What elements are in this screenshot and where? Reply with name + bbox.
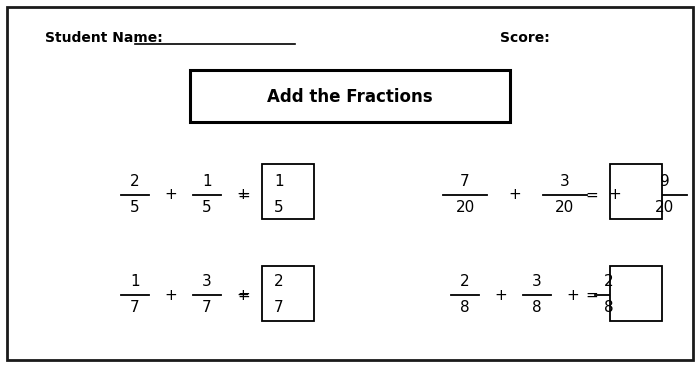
Text: +: +: [608, 188, 622, 203]
Text: 3: 3: [532, 275, 542, 290]
Text: =: =: [586, 287, 598, 302]
Text: Add the Fractions: Add the Fractions: [267, 88, 433, 106]
Text: Student Name:: Student Name:: [45, 31, 162, 45]
Text: 8: 8: [604, 301, 614, 316]
Text: 8: 8: [532, 301, 542, 316]
Text: 20: 20: [555, 200, 575, 215]
Text: 8: 8: [460, 301, 470, 316]
Text: +: +: [566, 287, 580, 302]
Text: +: +: [237, 188, 249, 203]
Text: +: +: [237, 287, 249, 302]
Bar: [610, 266, 662, 321]
Text: 1: 1: [274, 174, 284, 189]
Text: 1: 1: [202, 174, 212, 189]
Text: 20: 20: [456, 200, 475, 215]
Text: +: +: [495, 287, 508, 302]
Text: 2: 2: [130, 174, 140, 189]
Text: 2: 2: [274, 275, 284, 290]
Text: 7: 7: [130, 301, 140, 316]
Text: 7: 7: [460, 174, 470, 189]
Text: +: +: [509, 188, 522, 203]
Bar: [610, 164, 662, 219]
Text: 3: 3: [202, 275, 212, 290]
Text: 7: 7: [202, 301, 212, 316]
Bar: [190, 70, 510, 122]
Text: 5: 5: [202, 200, 212, 215]
Text: 9: 9: [660, 174, 670, 189]
Text: Score:: Score:: [500, 31, 550, 45]
Text: 2: 2: [460, 275, 470, 290]
Bar: [262, 266, 314, 321]
Text: =: =: [586, 188, 598, 203]
Text: 5: 5: [274, 200, 284, 215]
Text: =: =: [237, 188, 251, 203]
Text: 1: 1: [130, 275, 140, 290]
Text: 20: 20: [655, 200, 675, 215]
Text: 5: 5: [130, 200, 140, 215]
Text: 3: 3: [560, 174, 570, 189]
Text: +: +: [164, 287, 177, 302]
Text: =: =: [237, 287, 251, 302]
Text: 7: 7: [274, 301, 284, 316]
Text: 2: 2: [604, 275, 614, 290]
Text: +: +: [164, 188, 177, 203]
Bar: [262, 164, 314, 219]
